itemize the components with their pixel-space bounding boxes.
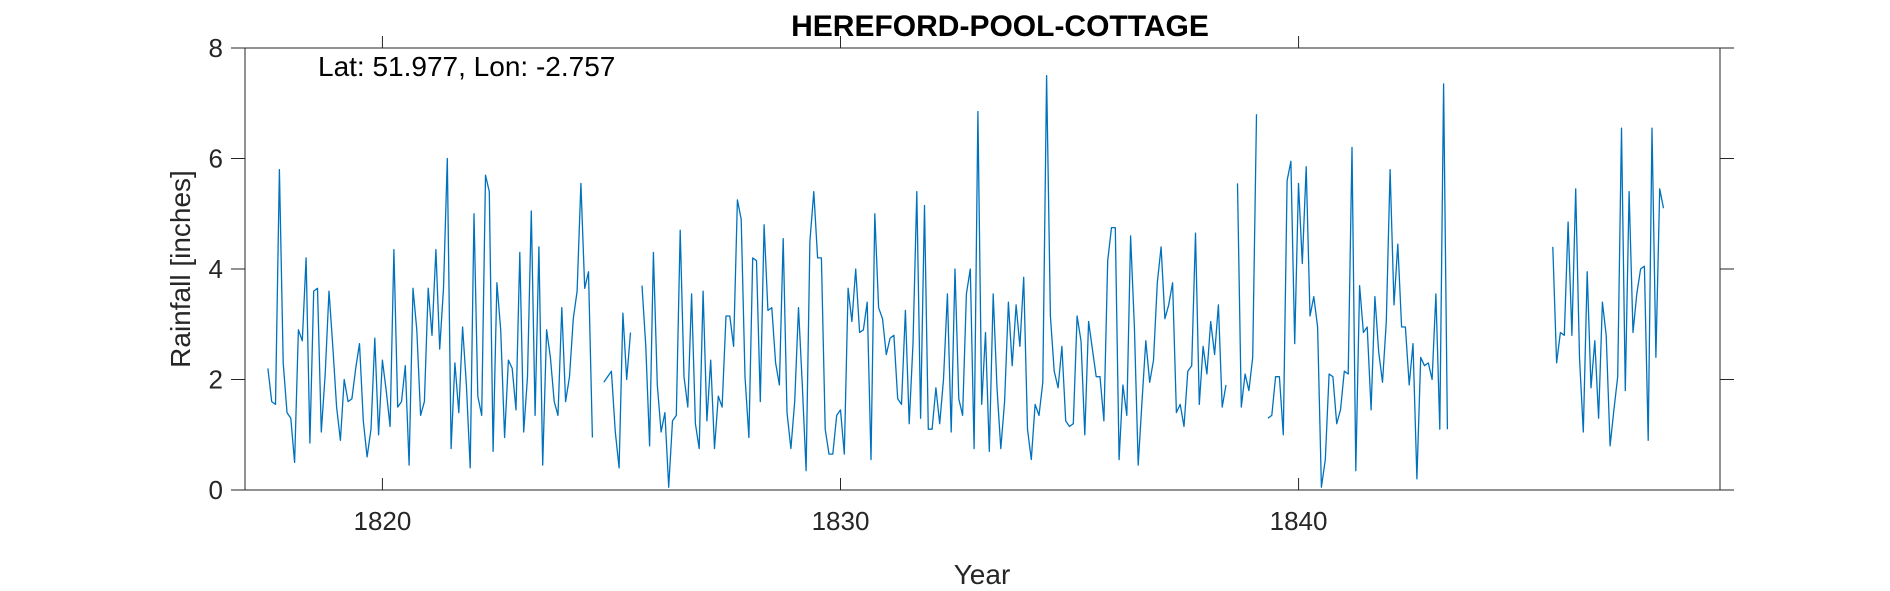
y-tick-label: 8: [209, 33, 223, 63]
location-annotation: Lat: 51.977, Lon: -2.757: [318, 51, 615, 82]
y-tick-label: 6: [209, 144, 223, 174]
x-axis-label: Year: [954, 559, 1011, 590]
y-tick-label: 2: [209, 365, 223, 395]
plot-area: [244, 47, 1721, 491]
x-tick-label: 1840: [1270, 506, 1328, 536]
chart-title: HEREFORD-POOL-COTTAGE: [791, 10, 1209, 43]
y-tick-label: 0: [209, 475, 223, 505]
x-tick-label: 1830: [812, 506, 870, 536]
y-tick-label: 4: [209, 254, 223, 284]
y-axis-label: Rainfall [inches]: [165, 170, 196, 368]
series-group: [267, 74, 1665, 488]
y-axis: 0 2 4 6 8: [209, 33, 1734, 505]
rainfall-series-line: [1552, 127, 1665, 447]
x-axis: 1820 1830 1840: [354, 36, 1328, 536]
x-tick-label: 1820: [354, 506, 412, 536]
rainfall-series-line: [267, 74, 1449, 488]
